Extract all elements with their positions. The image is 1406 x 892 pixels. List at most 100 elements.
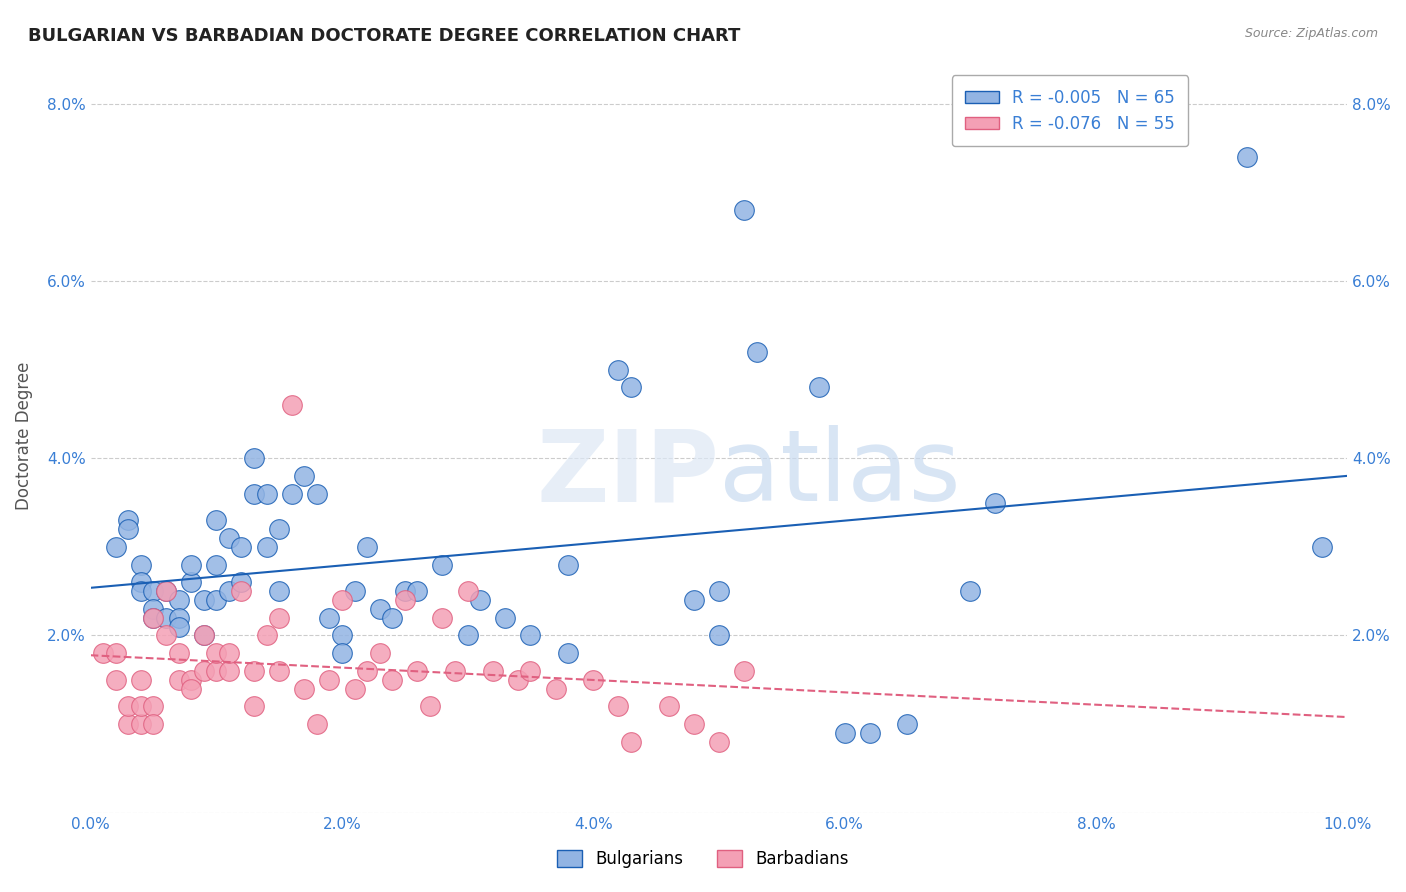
Point xyxy=(470,593,492,607)
Point xyxy=(269,522,291,536)
Point xyxy=(305,717,328,731)
Point xyxy=(406,584,429,599)
Legend: Bulgarians, Barbadians: Bulgarians, Barbadians xyxy=(551,843,855,875)
Point xyxy=(620,734,643,748)
Point xyxy=(243,664,266,678)
Point xyxy=(318,673,340,687)
Point xyxy=(368,646,391,660)
Point xyxy=(129,699,152,714)
Point xyxy=(557,646,579,660)
Point xyxy=(481,664,503,678)
Point xyxy=(205,664,228,678)
Point xyxy=(620,380,643,394)
Point xyxy=(231,584,253,599)
Point xyxy=(167,610,190,624)
Point xyxy=(167,673,190,687)
Point xyxy=(142,699,165,714)
Point xyxy=(494,610,516,624)
Point xyxy=(519,628,541,642)
Point xyxy=(167,619,190,633)
Point xyxy=(91,646,114,660)
Point xyxy=(167,646,190,660)
Point xyxy=(607,699,630,714)
Point xyxy=(129,673,152,687)
Point xyxy=(256,540,278,554)
Point xyxy=(607,362,630,376)
Point xyxy=(205,513,228,527)
Point xyxy=(356,540,378,554)
Point xyxy=(117,717,139,731)
Text: Source: ZipAtlas.com: Source: ZipAtlas.com xyxy=(1244,27,1378,40)
Point xyxy=(506,673,529,687)
Point xyxy=(582,673,605,687)
Point xyxy=(193,664,215,678)
Point xyxy=(269,610,291,624)
Point xyxy=(231,540,253,554)
Point xyxy=(243,451,266,466)
Point xyxy=(707,584,730,599)
Point xyxy=(834,726,856,740)
Point xyxy=(707,734,730,748)
Point xyxy=(544,681,567,696)
Point xyxy=(218,584,240,599)
Point xyxy=(155,584,177,599)
Point xyxy=(205,558,228,572)
Point xyxy=(808,380,831,394)
Point xyxy=(280,486,302,500)
Point xyxy=(193,628,215,642)
Legend: R = -0.005   N = 65, R = -0.076   N = 55: R = -0.005 N = 65, R = -0.076 N = 55 xyxy=(952,76,1188,146)
Point xyxy=(167,593,190,607)
Text: ZIP: ZIP xyxy=(536,425,718,522)
Point xyxy=(330,646,353,660)
Point xyxy=(243,486,266,500)
Y-axis label: Doctorate Degree: Doctorate Degree xyxy=(15,362,32,510)
Point xyxy=(432,558,454,572)
Point xyxy=(218,664,240,678)
Point xyxy=(280,398,302,412)
Point xyxy=(231,575,253,590)
Point xyxy=(330,593,353,607)
Point xyxy=(104,673,127,687)
Point xyxy=(142,584,165,599)
Point xyxy=(292,469,315,483)
Point xyxy=(142,610,165,624)
Point xyxy=(205,646,228,660)
Point xyxy=(745,345,768,359)
Point xyxy=(269,584,291,599)
Point xyxy=(180,558,202,572)
Point xyxy=(117,522,139,536)
Text: atlas: atlas xyxy=(718,425,960,522)
Point xyxy=(419,699,441,714)
Point xyxy=(896,717,918,731)
Point xyxy=(682,593,704,607)
Point xyxy=(142,610,165,624)
Point xyxy=(343,584,366,599)
Point xyxy=(117,699,139,714)
Point xyxy=(658,699,681,714)
Point xyxy=(368,602,391,616)
Point xyxy=(733,203,755,218)
Point xyxy=(707,628,730,642)
Point xyxy=(129,558,152,572)
Point xyxy=(205,593,228,607)
Point xyxy=(269,664,291,678)
Point xyxy=(142,717,165,731)
Point xyxy=(984,495,1007,509)
Point xyxy=(193,593,215,607)
Point xyxy=(432,610,454,624)
Point xyxy=(330,628,353,642)
Point xyxy=(218,531,240,545)
Point xyxy=(959,584,981,599)
Point xyxy=(406,664,429,678)
Point xyxy=(155,610,177,624)
Point xyxy=(733,664,755,678)
Point xyxy=(117,513,139,527)
Point xyxy=(682,717,704,731)
Point xyxy=(1310,540,1333,554)
Point xyxy=(129,584,152,599)
Point xyxy=(180,673,202,687)
Point xyxy=(444,664,467,678)
Point xyxy=(155,584,177,599)
Point xyxy=(859,726,882,740)
Point xyxy=(104,646,127,660)
